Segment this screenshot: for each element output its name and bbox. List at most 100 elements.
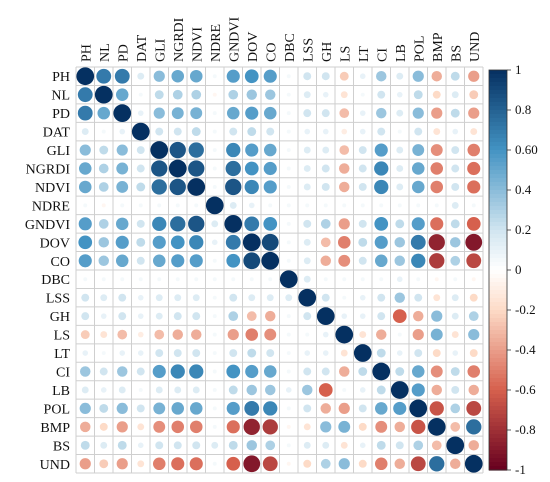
correlation-circle-NDRE-CI [379, 203, 384, 208]
correlation-circle-NL-NGRDI [172, 89, 183, 100]
correlation-circle-LSS-POL [414, 293, 423, 302]
correlation-circle-BS-DOV [246, 440, 257, 451]
correlation-circle-GH-NDRE [212, 314, 217, 319]
correlation-circle-LB-DBC [285, 387, 292, 393]
correlation-circle-DBC-NDRE [212, 277, 217, 282]
correlation-circle-LSS-DAT [137, 294, 144, 301]
correlation-circle-BS-BMP [431, 440, 442, 451]
correlation-circle-NDVI-UND [467, 180, 481, 194]
colorbar-segment [489, 430, 507, 435]
correlation-circle-CO-BS [450, 255, 461, 266]
correlation-circle-LS-NGRDI [172, 329, 183, 340]
correlation-circle-GNDVI-DBC [286, 221, 291, 226]
colorbar-segment [489, 238, 507, 243]
correlation-circle-LSS-NDRE [212, 295, 217, 300]
row-label-DOV: DOV [40, 236, 70, 251]
correlation-circle-LSS-GLI [155, 294, 163, 302]
correlation-circle-NL-BS [451, 91, 459, 99]
correlation-circle-CO-LS [338, 254, 351, 267]
colorbar-segment [489, 378, 507, 383]
correlation-circle-BS-PH [80, 440, 90, 450]
colorbar-segment [489, 150, 507, 155]
correlation-circle-GH-GNDVI [228, 311, 239, 321]
correlation-circle-LSS-LS [342, 295, 347, 300]
colorbar-segment [489, 426, 507, 431]
column-label-GNDVI: GNDVI [227, 17, 242, 62]
correlation-circle-PH-CO [263, 69, 277, 83]
colorbar-segment [489, 438, 507, 443]
correlation-circle-NDVI-DBC [286, 184, 291, 189]
correlation-circle-DBC-LS [342, 277, 347, 282]
correlation-circle-LS-DOV [245, 328, 259, 341]
correlation-circle-LT-PD [119, 350, 126, 356]
correlation-circle-NDRE-GLI [157, 203, 162, 208]
correlation-circle-DOV-CO [261, 233, 279, 251]
correlation-circle-NDRE-LB [397, 203, 402, 208]
correlation-circle-NDVI-NL [98, 182, 109, 192]
colorbar-tick-label: 0 [515, 262, 522, 277]
correlation-circle-DAT-CO [266, 127, 275, 136]
row-label-CI: CI [56, 366, 70, 381]
correlation-circle-LT-LS [340, 349, 348, 357]
correlation-circle-BS-NGRDI [173, 441, 182, 450]
correlation-circle-UND-NDRE [212, 461, 217, 466]
correlation-circle-GH-DAT [137, 313, 144, 319]
correlation-circle-NL-CO [265, 89, 276, 100]
correlation-circle-NL-GH [322, 91, 329, 98]
correlation-circle-BMP-UND [466, 419, 482, 435]
correlation-circle-GLI-BS [451, 146, 460, 155]
correlation-circle-GLI-CO [263, 143, 277, 157]
correlation-circle-BMP-BS [450, 422, 461, 432]
correlation-circle-BMP-NGRDI [171, 420, 185, 434]
correlation-circle-DBC-CO [268, 277, 273, 282]
correlation-circle-BMP-GNDVI [226, 420, 240, 434]
column-label-DBC: DBC [283, 33, 298, 62]
correlation-circle-LB-BS [451, 385, 460, 394]
correlation-circle-NDVI-NDVI [187, 178, 206, 196]
correlation-circle-LS-DBC [286, 332, 291, 337]
correlation-circle-GNDVI-BS [450, 219, 460, 229]
colorbar-segment [489, 126, 507, 131]
column-label-NDRE: NDRE [209, 24, 224, 62]
correlation-circle-CO-NL [98, 255, 109, 267]
correlation-circle-PH-NGRDI [171, 69, 185, 83]
correlation-circle-UND-PD [116, 458, 128, 470]
correlation-circle-CO-CI [374, 254, 388, 268]
correlation-grid [75, 66, 484, 474]
correlation-circle-NDVI-BS [451, 182, 460, 191]
correlation-circle-PD-PD [113, 104, 132, 122]
correlation-circle-NDRE-LS [342, 203, 347, 208]
colorbar: 1 0.8 0.60 0.4 0.2 0 -0.2 -0.4 -0.6 -0.8 -1 [488, 62, 538, 477]
correlation-circle-NDVI-GNDVI [225, 178, 242, 196]
correlation-circle-DBC-NDVI [194, 277, 199, 282]
correlation-circle-BS-BS [446, 436, 465, 455]
correlation-circle-LB-LSS [302, 384, 313, 396]
correlation-circle-GLI-NDVI [188, 142, 204, 158]
correlation-circle-LSS-BMP [433, 294, 441, 302]
column-labels: PH NL PD DAT GLI NGRDI NDVI NDRE GNDVI DOV CO DBC LS… [79, 17, 483, 62]
correlation-circle-BS-DBC [286, 443, 291, 448]
correlation-circle-NGRDI-PD [116, 162, 129, 175]
correlation-circle-NDRE-PH [83, 203, 88, 208]
colorbar-segment [489, 122, 507, 127]
correlation-circle-BS-CI [376, 440, 386, 450]
correlation-circle-GH-NL [100, 313, 107, 319]
correlation-circle-CI-NL [99, 367, 108, 376]
correlation-circle-NDRE-CO [268, 203, 273, 208]
correlation-circle-GLI-DOV [245, 143, 259, 157]
correlation-circle-GNDVI-NDRE [211, 220, 219, 228]
colorbar-segment [489, 258, 507, 263]
correlation-circle-PD-NL [97, 106, 111, 120]
correlation-circle-CO-POL [411, 253, 426, 268]
correlation-circle-DOV-NDRE [211, 239, 218, 246]
correlation-circle-PH-BS [450, 71, 460, 81]
correlation-circle-GNDVI-NL [98, 219, 109, 229]
row-label-GLI: GLI [47, 144, 71, 159]
correlation-circle-NGRDI-PH [78, 162, 92, 175]
colorbar-segment [489, 418, 507, 423]
correlation-circle-POL-PD [116, 402, 128, 415]
correlation-circle-BMP-NDVI [189, 420, 203, 434]
correlation-circle-BMP-LT [358, 422, 367, 431]
column-label-UND: UND [468, 32, 483, 62]
correlation-circle-DAT-NL [101, 129, 106, 134]
